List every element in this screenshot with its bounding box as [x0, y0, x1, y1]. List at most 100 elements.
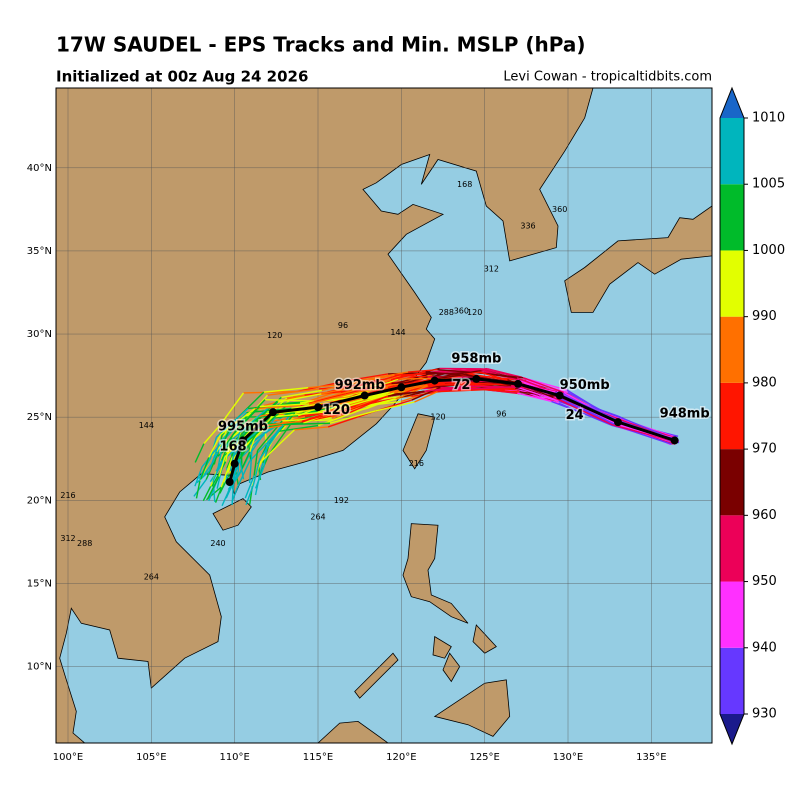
ensemble-track — [211, 461, 227, 487]
ensemble-track — [202, 486, 212, 502]
ensemble-track — [394, 384, 428, 394]
ensemble-track — [248, 465, 252, 483]
colorbar-tick-label: 980 — [752, 375, 777, 390]
hour-label: 168 — [457, 180, 472, 189]
colorbar-segment — [720, 581, 744, 648]
lon-tick-label: 105°E — [136, 752, 166, 763]
ensemble-track — [436, 369, 484, 379]
ensemble-track — [239, 458, 245, 480]
hour-label: 120 — [430, 413, 445, 422]
hour-label: 288 — [439, 308, 454, 317]
ensemble-track — [268, 420, 294, 455]
ensemble-track — [355, 374, 395, 385]
lon-tick-label: 120°E — [386, 752, 416, 763]
colorbar-segment — [720, 250, 744, 317]
ensemble-track — [227, 469, 243, 491]
ensemble-track — [267, 388, 320, 396]
ensemble-track — [215, 407, 249, 438]
ensemble-track — [470, 382, 510, 386]
ensemble-track — [200, 457, 210, 480]
ensemble-track — [239, 434, 257, 460]
hour-label: 264 — [144, 572, 159, 581]
ensemble-track — [194, 466, 203, 487]
hour-label: 360 — [454, 306, 469, 315]
ensemble-track — [208, 434, 222, 458]
ensemble-track — [270, 411, 324, 418]
ensemble-track — [219, 392, 245, 426]
ensemble-track — [375, 401, 415, 412]
ensemble-track — [387, 390, 425, 397]
mean-point — [225, 477, 234, 486]
lon-tick-label: 115°E — [303, 752, 333, 763]
lat-tick-label: 10°N — [27, 662, 52, 673]
hour-label: 264 — [310, 512, 325, 521]
ensemble-track — [352, 395, 389, 410]
ensemble-track — [263, 386, 309, 393]
ensemble-track — [231, 487, 239, 503]
colorbar-segment — [720, 382, 744, 450]
ensemble-track — [220, 408, 256, 436]
ensemble-track — [254, 404, 301, 410]
lon-tick-label: 130°E — [553, 752, 583, 763]
ensemble-track — [485, 388, 520, 393]
ensemble-track — [318, 384, 366, 390]
land — [317, 720, 389, 743]
colorbar-tick-label: 970 — [752, 442, 777, 457]
mean-point — [269, 408, 277, 417]
hour-label: 288 — [77, 539, 92, 548]
ensemble-track — [218, 416, 245, 447]
land — [212, 498, 252, 531]
ensemble-track — [414, 391, 438, 403]
hour-label: 96 — [496, 409, 506, 418]
ensemble-track — [253, 450, 259, 476]
mean-point — [514, 379, 522, 388]
ensemble-track — [516, 386, 559, 402]
mean-track-label: 948mb — [660, 406, 710, 421]
mean-track-label: 72 — [452, 378, 470, 393]
ensemble-track — [194, 443, 205, 463]
ensemble-track — [526, 378, 568, 391]
ensemble-track — [214, 443, 224, 459]
ensemble-track — [394, 373, 426, 376]
colorbar-segment — [720, 118, 744, 185]
mean-point — [397, 383, 406, 392]
hour-label: 240 — [210, 539, 225, 548]
ensemble-track — [407, 369, 438, 373]
ensemble-track — [208, 443, 220, 471]
ensemble-track — [358, 386, 388, 393]
lat-tick-label: 15°N — [27, 578, 52, 589]
ensemble-track — [398, 377, 438, 380]
mean-point — [360, 391, 369, 400]
colorbar-tick-label: 1000 — [752, 243, 785, 258]
ensemble-track — [218, 456, 226, 477]
ensemble-track — [193, 479, 207, 497]
colorbar-under — [720, 714, 744, 744]
colorbar-tick-label: 990 — [752, 309, 777, 324]
title: 17W SAUDEL - EPS Tracks and Min. MSLP (h… — [56, 33, 586, 57]
hour-label: 216 — [60, 491, 75, 500]
land — [432, 635, 452, 659]
lat-tick-label: 25°N — [27, 412, 52, 423]
land — [433, 679, 511, 737]
ensemble-track — [322, 400, 365, 413]
land — [442, 652, 461, 683]
ensemble-track — [440, 386, 481, 390]
ensemble-track — [259, 424, 284, 459]
hour-label: 192 — [334, 496, 349, 505]
lon-tick-label: 110°E — [219, 752, 249, 763]
ensemble-track — [259, 429, 295, 464]
ensemble-track — [621, 417, 671, 439]
hour-label: 216 — [409, 459, 424, 468]
colorbar-segment — [720, 647, 744, 714]
ensemble-track — [245, 484, 255, 506]
ensemble-track — [236, 461, 251, 488]
ensemble-track — [554, 391, 620, 422]
ensemble-track — [244, 475, 255, 499]
ensemble-track — [294, 426, 329, 431]
mean-track-label: 168 — [219, 440, 246, 455]
ensemble-track — [329, 410, 377, 424]
ensemble-track — [350, 392, 395, 407]
ensemble-track — [313, 387, 362, 402]
mean-track-label: 958mb — [451, 351, 501, 366]
